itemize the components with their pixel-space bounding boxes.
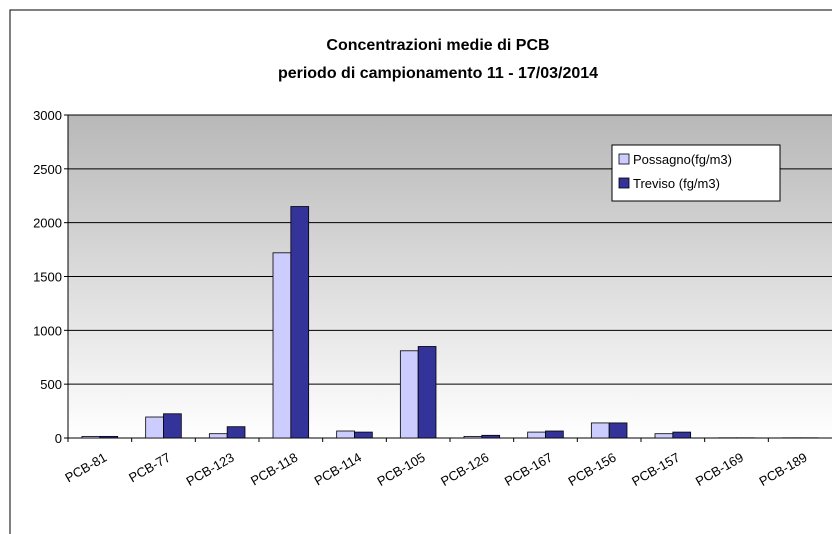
bar bbox=[208, 433, 228, 439]
bar bbox=[417, 346, 437, 439]
bar bbox=[608, 422, 628, 439]
legend-box bbox=[611, 144, 781, 202]
bar bbox=[481, 434, 501, 439]
bar bbox=[145, 416, 164, 439]
chart-subtitle: periodo di campionamento 11 - 17/03/2014 bbox=[278, 65, 598, 82]
y-tick-label: 0 bbox=[55, 431, 62, 446]
bar bbox=[290, 206, 310, 439]
y-tick-label: 1000 bbox=[33, 323, 62, 338]
bar bbox=[672, 431, 692, 439]
bar bbox=[399, 350, 419, 439]
y-tick-label: 2000 bbox=[33, 216, 62, 231]
y-tick-label: 500 bbox=[40, 377, 62, 392]
legend-label: Treviso (fg/m3) bbox=[633, 176, 720, 191]
y-tick-label: 2500 bbox=[33, 162, 62, 177]
legend-swatch bbox=[618, 153, 630, 165]
bar bbox=[590, 422, 610, 439]
bar bbox=[272, 252, 292, 439]
chart-title: Concentrazioni medie di PCB bbox=[326, 37, 549, 54]
bar bbox=[654, 433, 674, 439]
bar bbox=[545, 430, 564, 439]
y-tick-label: 3000 bbox=[33, 108, 62, 123]
bar bbox=[99, 435, 119, 439]
bar bbox=[81, 435, 101, 439]
bar bbox=[463, 435, 483, 439]
bar bbox=[354, 431, 373, 439]
bar bbox=[163, 413, 182, 439]
legend-label: Possagno(fg/m3) bbox=[633, 152, 732, 167]
legend-swatch bbox=[618, 177, 630, 189]
bar bbox=[527, 431, 546, 439]
y-tick-label: 1500 bbox=[33, 270, 62, 285]
bar bbox=[226, 426, 246, 439]
bar bbox=[336, 430, 355, 439]
